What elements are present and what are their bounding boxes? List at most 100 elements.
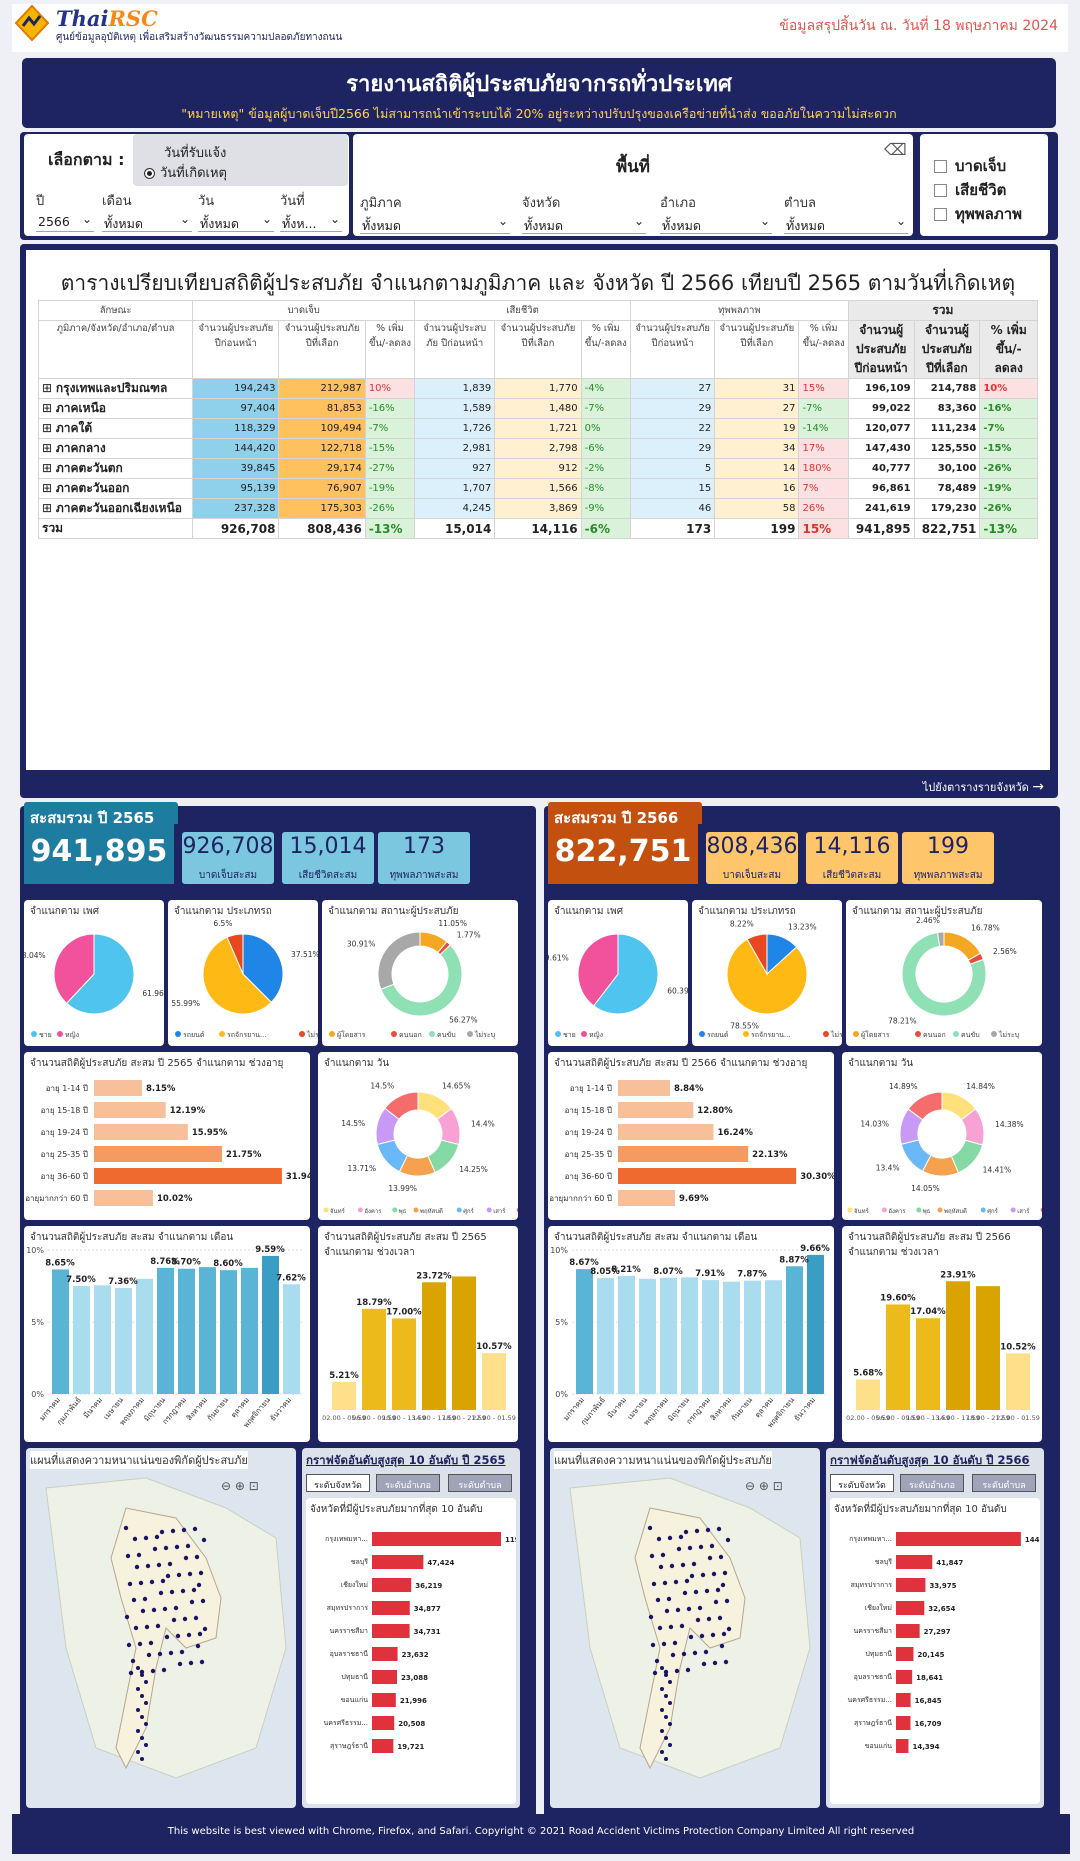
R-top10-bar[interactable]	[896, 1716, 911, 1730]
L-month-bar[interactable]	[136, 1278, 153, 1394]
L-b3-button[interactable]: ระดับตำบล	[448, 1474, 512, 1492]
R-map-zoom-controls[interactable]: ⊖ ⊕ ⊡	[745, 1479, 783, 1493]
L-time-bar[interactable]	[452, 1276, 476, 1410]
L-map-zoom-controls[interactable]: ⊖ ⊕ ⊡	[221, 1479, 259, 1493]
L-top10-bar[interactable]	[372, 1532, 501, 1546]
radio-received-date[interactable]: วันที่รับแจ้ง	[164, 146, 227, 161]
L-month-bar[interactable]	[220, 1270, 237, 1394]
L-age-bar[interactable]	[94, 1146, 222, 1162]
radio-incident-date[interactable]: วันที่เกิดเหตุ	[144, 162, 227, 183]
R-top10-bar[interactable]	[896, 1647, 914, 1661]
L-time-bar[interactable]	[362, 1308, 386, 1410]
L-top10-bar[interactable]	[372, 1693, 396, 1707]
L-month-bar[interactable]	[52, 1269, 69, 1394]
L-type-slice[interactable]	[226, 933, 244, 975]
province-table-link[interactable]: ไปยังตารางรายจังหวัด →	[922, 779, 1044, 795]
month-dropdown[interactable]: ทั้งหมด ⌄	[102, 212, 192, 232]
R-month-bar[interactable]	[807, 1254, 824, 1394]
L-month-bar[interactable]	[157, 1267, 174, 1394]
L-type-slice[interactable]	[202, 936, 272, 1015]
L-day-slice[interactable]	[384, 1091, 419, 1120]
L-age-bar[interactable]	[94, 1102, 166, 1118]
region-dropdown[interactable]: ทั้งหมด ⌄	[360, 214, 510, 234]
L-top10-bar[interactable]	[372, 1578, 412, 1592]
R-status-slice[interactable]	[936, 931, 945, 947]
district-dropdown[interactable]: ทั้งหมด ⌄	[660, 214, 772, 234]
R-age-bar[interactable]	[618, 1080, 670, 1096]
L-gender-slice[interactable]	[65, 933, 135, 1015]
R-top10-bar[interactable]	[896, 1693, 911, 1707]
L-month-bar[interactable]	[262, 1255, 279, 1394]
L-month-bar[interactable]	[241, 1267, 258, 1394]
R-top10-bar[interactable]	[896, 1555, 933, 1569]
row-name[interactable]: ⊞ ภาคตะวันออกเฉียงเหนือ	[37, 498, 194, 519]
L-top10-bar[interactable]	[372, 1739, 394, 1753]
R-top10-bar[interactable]	[896, 1532, 1021, 1546]
R-month-bar[interactable]	[744, 1280, 761, 1394]
R-month-bar[interactable]	[660, 1277, 677, 1394]
R-month-bar[interactable]	[576, 1269, 593, 1394]
R-top10-bar[interactable]	[896, 1739, 909, 1753]
L-gender-slice[interactable]	[53, 933, 95, 1004]
L-b1-button[interactable]: ระดับจังหวัด	[306, 1474, 370, 1492]
R-age-bar[interactable]	[618, 1102, 694, 1118]
L-month-bar[interactable]	[115, 1288, 132, 1394]
L-age-bar[interactable]	[94, 1124, 188, 1140]
R-b1-button[interactable]: ระดับจังหวัด	[830, 1474, 894, 1492]
L-top10-bar[interactable]	[372, 1601, 410, 1615]
L-month-bar[interactable]	[94, 1285, 111, 1394]
R-age-bar[interactable]	[618, 1168, 797, 1184]
L-top10-bar[interactable]	[372, 1716, 395, 1730]
row-name[interactable]: ⊞ ภาคตะวันออก	[37, 478, 194, 499]
L-top10-bar[interactable]	[372, 1624, 410, 1638]
expand-icon[interactable]: ⊞	[42, 461, 56, 475]
L-time-bar[interactable]	[422, 1282, 446, 1410]
L-b2-button[interactable]: ระดับอำเภอ	[376, 1474, 440, 1492]
L-top10-bar[interactable]	[372, 1647, 398, 1661]
R-time-bar[interactable]	[916, 1318, 940, 1410]
R-gender-slice[interactable]	[577, 933, 619, 1007]
subdistrict-dropdown[interactable]: ทั้งหมด ⌄	[784, 214, 908, 234]
L-month-bar[interactable]	[178, 1268, 195, 1394]
R-month-bar[interactable]	[618, 1275, 635, 1394]
R-month-bar[interactable]	[723, 1281, 740, 1394]
row-name[interactable]: ⊞ ภาคตะวันตก	[37, 458, 194, 479]
row-name[interactable]: รวม	[37, 518, 194, 539]
expand-icon[interactable]: ⊞	[42, 441, 56, 455]
L-top10-bar[interactable]	[372, 1670, 398, 1684]
R-time-bar[interactable]	[1006, 1353, 1030, 1410]
R-month-bar[interactable]	[597, 1278, 614, 1394]
L-age-bar[interactable]	[94, 1080, 142, 1096]
L-status-slice[interactable]	[377, 931, 421, 990]
R-status-slice[interactable]	[901, 931, 987, 1017]
L-month-bar[interactable]	[283, 1284, 300, 1394]
R-month-bar[interactable]	[639, 1278, 656, 1394]
row-name[interactable]: ⊞ ภาคกลาง	[37, 438, 194, 459]
R-time-bar[interactable]	[946, 1281, 970, 1410]
R-age-bar[interactable]	[618, 1146, 749, 1162]
R-month-bar[interactable]	[702, 1280, 719, 1394]
R-day-slice[interactable]	[907, 1091, 943, 1121]
L-age-bar[interactable]	[94, 1190, 153, 1206]
L-status-slice[interactable]	[380, 944, 463, 1017]
R-top10-bar[interactable]	[896, 1624, 920, 1638]
row-name[interactable]: ⊞ ภาคเหนือ	[37, 398, 194, 419]
L-type-slice[interactable]	[242, 933, 284, 1004]
L-time-bar[interactable]	[332, 1381, 356, 1410]
checkbox-dead[interactable]: เสียชีวิต	[934, 178, 1006, 202]
row-name[interactable]: ⊞ กรุงเทพและปริมณฑล	[37, 378, 194, 399]
expand-icon[interactable]: ⊞	[42, 421, 56, 435]
L-age-bar[interactable]	[94, 1168, 282, 1184]
L-top10-bar[interactable]	[372, 1555, 424, 1569]
eraser-icon[interactable]: ⌫	[884, 140, 907, 159]
R-age-bar[interactable]	[618, 1124, 714, 1140]
R-accident-density-map[interactable]: ⊖ ⊕ ⊡	[550, 1448, 820, 1808]
expand-icon[interactable]: ⊞	[42, 401, 56, 415]
R-top10-bar[interactable]	[896, 1578, 926, 1592]
date-dropdown[interactable]: ทั้งห... ⌄	[280, 212, 342, 232]
R-month-bar[interactable]	[765, 1280, 782, 1394]
L-month-bar[interactable]	[73, 1286, 90, 1394]
expand-icon[interactable]: ⊞	[42, 501, 56, 515]
R-top10-bar[interactable]	[896, 1601, 925, 1615]
R-month-bar[interactable]	[786, 1266, 803, 1394]
